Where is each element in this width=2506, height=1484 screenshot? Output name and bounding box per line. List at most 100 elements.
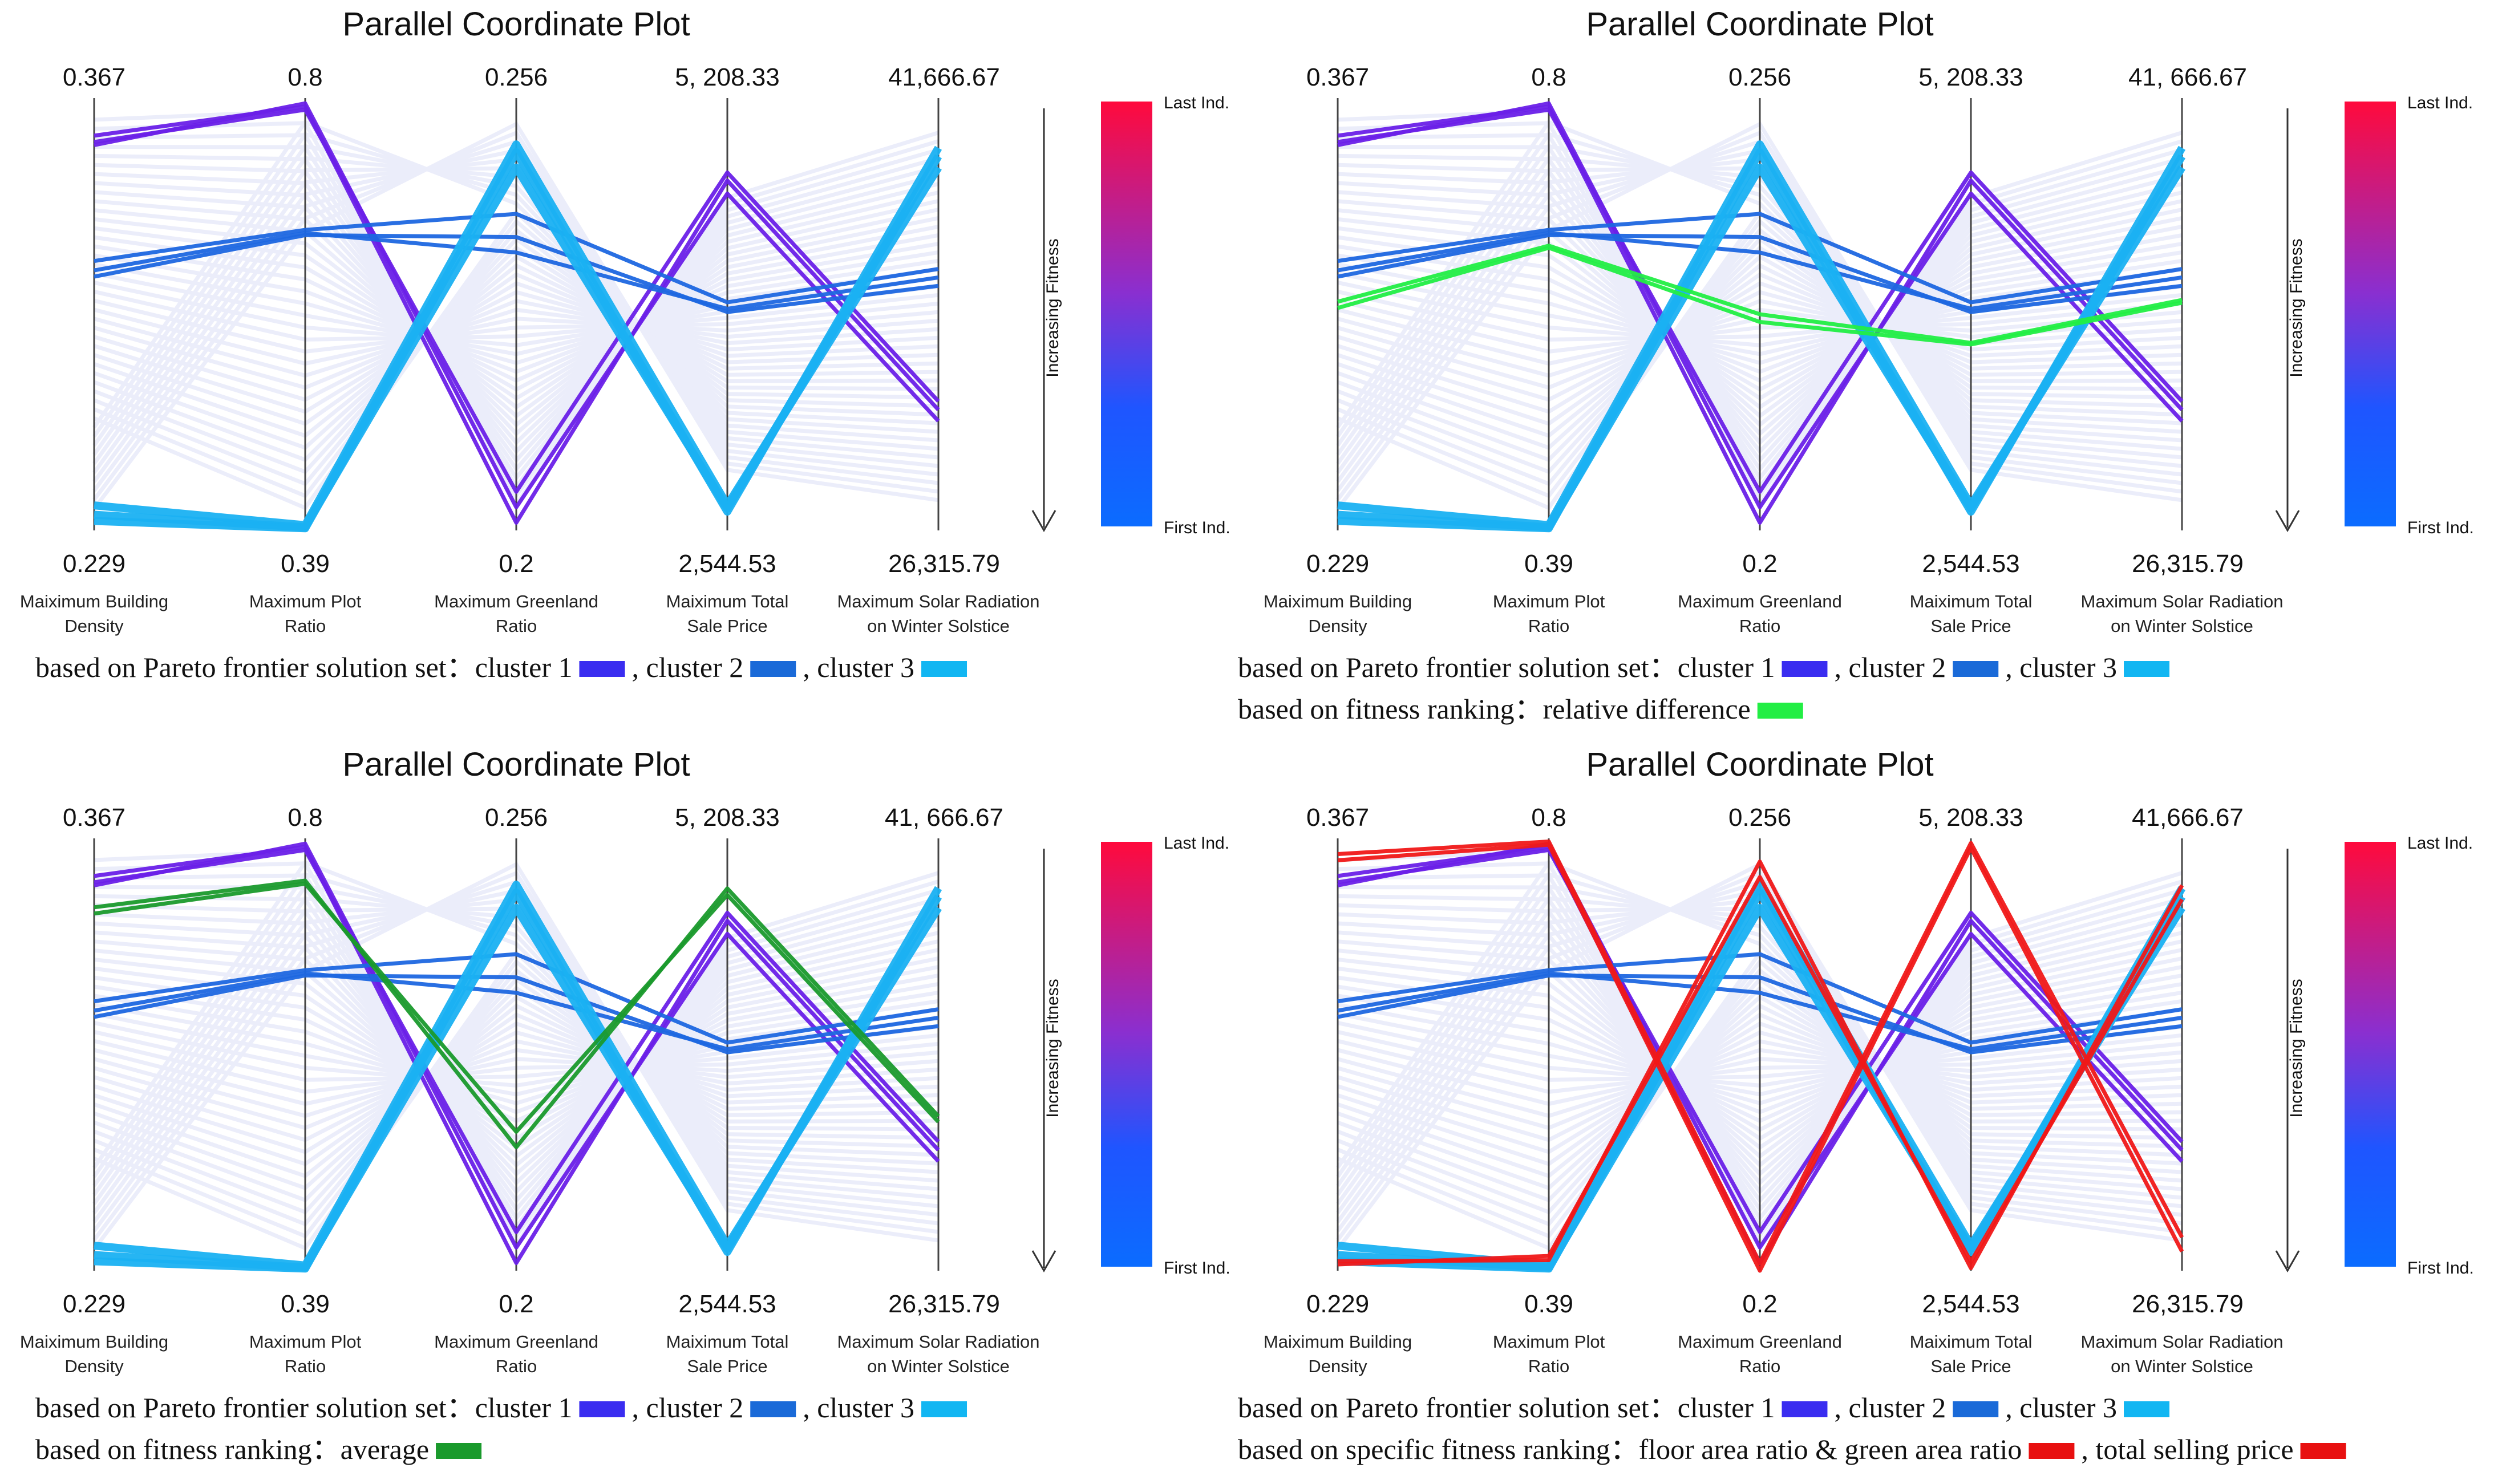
series-average: [94, 878, 940, 1149]
axis-name: Maximum Greenland Ratio: [434, 1332, 598, 1376]
axis-name-line: Maiximum Building: [1264, 1332, 1412, 1352]
axis-min-label: 2,544.53: [678, 550, 776, 578]
legend-item-label: , total selling price: [2081, 1433, 2293, 1465]
axis-name-line: Maximum Solar Radiation: [2081, 591, 2284, 611]
series-line: [94, 973, 939, 1055]
axis-name-line: Sale Price: [687, 1356, 767, 1376]
series-line: [1337, 233, 2183, 314]
axis-name-line: Sale Price: [1930, 616, 2011, 636]
series-line: [1337, 246, 2183, 347]
series-line: [1337, 952, 2183, 1045]
series-cluster-2: [94, 212, 939, 314]
colorbar: [1101, 102, 1152, 526]
chart-panel-2: Parallel Coordinate Plot 0.367 0.229 Maixim…: [1264, 6, 2474, 636]
axis-max-label: 0.256: [1728, 804, 1791, 832]
axis-max-label: 41,666.67: [2132, 804, 2244, 832]
series-line: [94, 886, 942, 1273]
series-line: [1337, 973, 2183, 1055]
axis-name: Maximum Greenland Ratio: [434, 591, 598, 636]
series-line: [1337, 212, 2183, 305]
series-cluster-2: [1337, 952, 2183, 1055]
axis-max-label: 0.367: [63, 63, 125, 91]
legend-item-label: , cluster 3: [2005, 1392, 2117, 1424]
axis-name-line: Maximum Plot: [249, 1332, 362, 1352]
axis-name: Maximum Plot Ratio: [249, 1332, 362, 1376]
legend-lead: based on fitness ranking：: [35, 1433, 341, 1465]
legend-row: based on Pareto frontier solution set： cl…: [35, 651, 967, 683]
axis-name: Maximum Greenland Ratio: [1678, 1332, 1842, 1376]
series-cluster-3: [94, 140, 942, 533]
axis-min-label: 0.229: [63, 1290, 125, 1318]
axis-min-label: 0.2: [499, 1290, 533, 1318]
axis-name-line: Density: [1308, 616, 1367, 636]
axis-name: Maximum Solar Radiation on Winter Solstic…: [2081, 591, 2284, 636]
legend-item-label: average: [341, 1433, 429, 1465]
colorbar: [2345, 102, 2396, 526]
axis-name: Maiximum Building Density: [1264, 591, 1412, 636]
legend-swatch: [579, 1401, 625, 1417]
axis-max-label: 0.256: [485, 804, 548, 832]
chart-panel-3: Parallel Coordinate Plot 0.367 0.229 Maixim…: [20, 746, 1230, 1376]
axis-name: Maximum Greenland Ratio: [1678, 591, 1842, 636]
axis-name: Maiximum Total Sale Price: [666, 591, 789, 636]
axis-name: Maiximum Building Density: [20, 1332, 168, 1376]
axis-min-label: 0.39: [1524, 1290, 1573, 1318]
axis-min-label: 2,544.53: [678, 1290, 776, 1318]
axis-min-label: 26,315.79: [888, 550, 1000, 578]
chart-panel-1: Parallel Coordinate Plot 0.367 0.229 Maixim…: [20, 6, 1230, 636]
axis-name-line: Maximum Greenland: [1678, 591, 1842, 611]
colorbar-top-label: Last Ind.: [1164, 94, 1229, 112]
axis-name-line: Maiximum Building: [1264, 591, 1412, 611]
chart-panel-4: Parallel Coordinate Plot 0.367 0.229 Maixim…: [1264, 746, 2474, 1376]
axis-name: Maximum Plot Ratio: [1493, 591, 1605, 636]
series-cluster-2: [1337, 212, 2183, 314]
axis-name-line: Maximum Greenland: [1678, 1332, 1842, 1352]
axis-max-label: 0.367: [63, 804, 125, 832]
legend-swatch: [750, 661, 796, 677]
legend-lead: based on Pareto frontier solution set：: [35, 651, 475, 683]
legend-swatch: [2124, 661, 2170, 677]
fitness-arrowhead: [2275, 510, 2300, 533]
axis-name-line: Maximum Solar Radiation: [2081, 1332, 2284, 1352]
legend-swatch: [2124, 1401, 2170, 1417]
legend-item-label: , cluster 2: [631, 651, 743, 683]
axis-name-line: Ratio: [1528, 1356, 1569, 1376]
axis-name-line: Maiximum Total: [1910, 591, 2033, 611]
axis-name: Maximum Solar Radiation on Winter Solstic…: [837, 1332, 1040, 1376]
series-line: [1337, 101, 2184, 509]
colorbar: [2345, 842, 2396, 1267]
axis-max-label: 0.256: [485, 63, 548, 91]
fitness-arrow-label: Increasing Fitness: [2287, 238, 2306, 377]
series-total-selling-price: [1337, 840, 2184, 1273]
legend-row: based on fitness ranking： average: [35, 1433, 482, 1465]
legend-swatch: [2300, 1443, 2346, 1459]
series-cluster-3: [1337, 140, 2186, 533]
legend-item-label: , cluster 2: [631, 1392, 743, 1424]
legend-item-label: cluster 1: [475, 1392, 573, 1424]
axis-max-label: 0.8: [1531, 804, 1566, 832]
chart-title: Parallel Coordinate Plot: [342, 6, 690, 43]
legend-item-label: cluster 1: [1678, 651, 1775, 683]
axis-name-line: Density: [64, 616, 124, 636]
axis-max-label: 0.367: [1306, 63, 1369, 91]
axis-min-label: 0.2: [1742, 550, 1777, 578]
legend-item-label: cluster 1: [475, 651, 573, 683]
series-line: [94, 882, 940, 1134]
legend-swatch: [750, 1401, 796, 1417]
axis-min-label: 0.2: [1742, 1290, 1777, 1318]
chart-title: Parallel Coordinate Plot: [1586, 6, 1933, 43]
series-line: [94, 145, 942, 533]
axis-name-line: Maiximum Total: [1910, 1332, 2033, 1352]
fitness-arrowhead: [1031, 1250, 1056, 1273]
axis-name: Maximum Solar Radiation on Winter Solstic…: [837, 591, 1040, 636]
colorbar-top-label: Last Ind.: [1164, 834, 1229, 853]
axis-min-label: 0.229: [1306, 550, 1369, 578]
axis-max-label: 41, 666.67: [2128, 63, 2247, 91]
axis-name-line: Ratio: [496, 616, 537, 636]
fitness-arrowhead: [1031, 510, 1056, 533]
axis-name-line: Maiximum Building: [20, 591, 168, 611]
legend-item-label: cluster 1: [1678, 1392, 1775, 1424]
axis-name-line: Ratio: [285, 1356, 326, 1376]
legend-row: based on Pareto frontier solution set： cl…: [1238, 651, 2170, 683]
series-line: [94, 101, 940, 509]
